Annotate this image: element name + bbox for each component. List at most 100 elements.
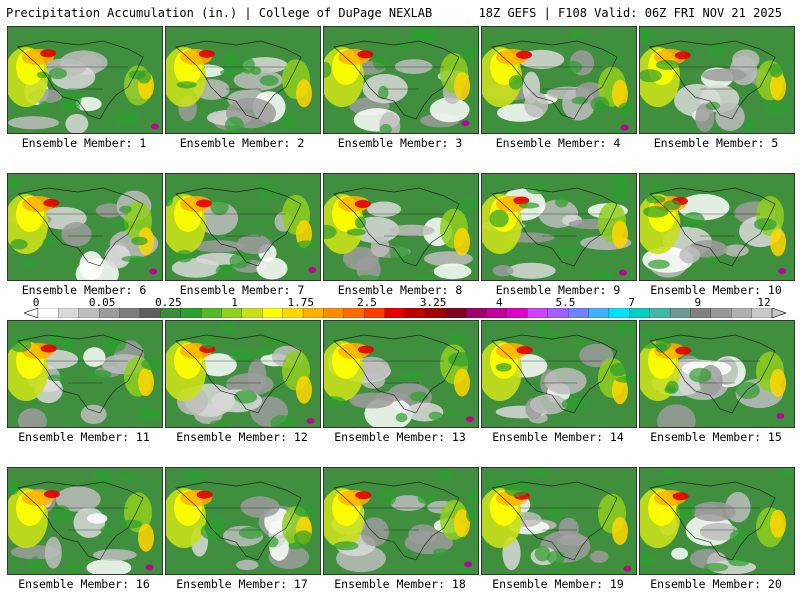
- colorbar-swatch: [364, 308, 386, 318]
- precipitation-field: [8, 321, 162, 427]
- colorbar-swatch: [302, 308, 324, 318]
- colorbar-tick-label: 1.75: [287, 296, 314, 309]
- colorbar-swatch: [425, 308, 447, 318]
- colorbar-tick-label: 0.05: [88, 296, 116, 309]
- precipitation-field: [324, 321, 478, 427]
- ensemble-member-label: Ensemble Member: 1: [21, 136, 147, 150]
- colorbar-swatch: [180, 308, 202, 318]
- precipitation-field: [482, 27, 636, 133]
- ensemble-member-label: Ensemble Member: 12: [176, 430, 308, 444]
- colorbar-max-arrow: [771, 308, 786, 318]
- colorbar-swatch: [629, 308, 651, 318]
- precipitation-field: [166, 27, 320, 133]
- ensemble-member-label: Ensemble Member: 4: [495, 136, 621, 150]
- colorbar-swatch: [58, 308, 80, 318]
- ensemble-map-panel: [639, 320, 795, 428]
- precipitation-field: [324, 174, 478, 280]
- ensemble-map-panel: [639, 467, 795, 575]
- precipitation-field: [640, 321, 794, 427]
- colorbar-tick-label: 4: [495, 296, 503, 309]
- precipitation-field: [8, 27, 162, 133]
- colorbar-swatch: [527, 308, 549, 318]
- colorbar-swatch: [445, 308, 467, 318]
- precipitation-field: [324, 468, 478, 574]
- ensemble-member-label: Ensemble Member: 11: [18, 430, 150, 444]
- ensemble-member-label: Ensemble Member: 10: [650, 283, 782, 297]
- precipitation-field: [482, 174, 636, 280]
- ensemble-map-panel: [481, 26, 637, 134]
- colorbar-swatch: [37, 308, 59, 318]
- colorbar-swatch: [282, 308, 304, 318]
- colorbar-swatch: [262, 308, 284, 318]
- ensemble-map-panel: [323, 173, 479, 281]
- precipitation-field: [8, 468, 162, 574]
- colorbar-swatch: [547, 308, 569, 318]
- colorbar-swatch: [99, 308, 121, 318]
- ensemble-map-panel: [7, 26, 163, 134]
- ensemble-member-label: Ensemble Member: 19: [492, 577, 624, 591]
- colorbar-swatch: [710, 308, 732, 318]
- ensemble-member-label: Ensemble Member: 3: [337, 136, 463, 150]
- map-title: Precipitation Accumulation (in.) | Colle…: [6, 6, 433, 20]
- colorbar-tick-label: 3.25: [419, 296, 447, 309]
- colorbar-swatch: [78, 308, 100, 318]
- precipitation-field: [166, 321, 320, 427]
- colorbar-swatch: [567, 308, 589, 318]
- colorbar-tick-label: 12: [757, 296, 771, 309]
- ensemble-map-panel: [639, 173, 795, 281]
- colorbar-swatch: [384, 308, 406, 318]
- colorbar-swatch: [608, 308, 630, 318]
- colorbar-swatch: [731, 308, 753, 318]
- precipitation-field: [482, 468, 636, 574]
- colorbar-swatch: [139, 308, 161, 318]
- colorbar-swatch: [404, 308, 426, 318]
- colorbar-tick-label: 9: [694, 296, 702, 309]
- precipitation-field: [640, 27, 794, 133]
- colorbar-tick-label: 7: [628, 296, 635, 309]
- ensemble-member-label: Ensemble Member: 20: [650, 577, 782, 591]
- ensemble-member-label: Ensemble Member: 2: [179, 136, 305, 150]
- colorbar-tick-label: 0.25: [155, 296, 182, 309]
- colorbar-swatch: [751, 308, 773, 318]
- precipitation-field: [166, 468, 320, 574]
- colorbar-tick-label: 2.5: [356, 296, 377, 309]
- ensemble-member-label: Ensemble Member: 13: [334, 430, 466, 444]
- colorbar-swatch: [160, 308, 182, 318]
- ensemble-member-label: Ensemble Member: 15: [650, 430, 782, 444]
- ensemble-map-panel: [165, 173, 321, 281]
- colorbar-swatch: [690, 308, 712, 318]
- colorbar-min-arrow: [24, 308, 39, 318]
- colorbar-swatch: [200, 308, 222, 318]
- ensemble-member-label: Ensemble Member: 7: [179, 283, 305, 297]
- ensemble-map-panel: [323, 467, 479, 575]
- colorbar-swatch: [323, 308, 345, 318]
- colorbar-tick-label: 0: [32, 296, 40, 309]
- ensemble-member-label: Ensemble Member: 17: [176, 577, 308, 591]
- ensemble-member-label: Ensemble Member: 6: [21, 283, 147, 297]
- colorbar-swatch: [506, 308, 528, 318]
- precipitation-field: [166, 174, 320, 280]
- colorbar: [24, 308, 786, 318]
- ensemble-map-panel: [481, 173, 637, 281]
- ensemble-map-panel: [481, 467, 637, 575]
- precipitation-field: [8, 174, 162, 280]
- ensemble-member-label: Ensemble Member: 8: [337, 283, 463, 297]
- precipitation-field: [324, 27, 478, 133]
- colorbar-swatch: [669, 308, 691, 318]
- ensemble-map-panel: [7, 173, 163, 281]
- ensemble-member-label: Ensemble Member: 9: [495, 283, 621, 297]
- precipitation-field: [640, 468, 794, 574]
- colorbar-tick-label: 5.5: [555, 296, 576, 309]
- ensemble-map-panel: [323, 26, 479, 134]
- colorbar-swatch: [221, 308, 243, 318]
- ensemble-map-panel: [165, 26, 321, 134]
- ensemble-map-panel: [639, 26, 795, 134]
- model-run-info: 18Z GEFS | F108 Valid: 06Z FRI NOV 21 20…: [478, 6, 782, 20]
- colorbar-swatch: [486, 308, 508, 318]
- colorbar-swatch: [649, 308, 671, 318]
- ensemble-map-panel: [165, 320, 321, 428]
- precipitation-field: [482, 321, 636, 427]
- colorbar-swatch: [343, 308, 365, 318]
- colorbar-swatch: [241, 308, 263, 318]
- ensemble-map-panel: [7, 320, 163, 428]
